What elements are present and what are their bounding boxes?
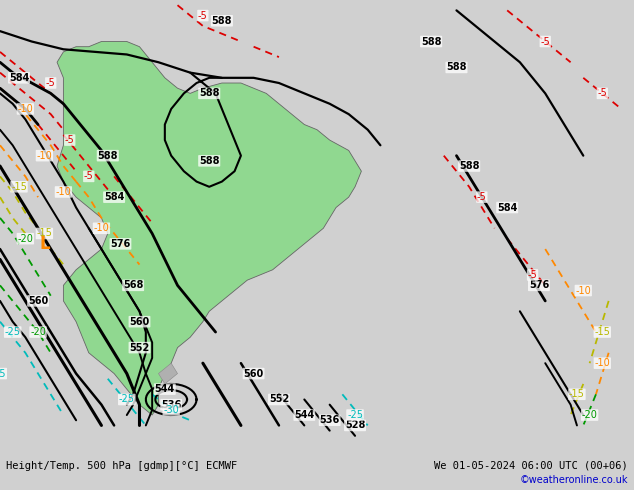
Text: 536: 536 <box>320 415 340 425</box>
Text: 568: 568 <box>123 280 143 291</box>
Text: 560: 560 <box>129 317 150 327</box>
Text: -5: -5 <box>527 270 538 280</box>
Text: 560: 560 <box>243 368 264 379</box>
Text: 588: 588 <box>446 62 467 73</box>
Text: 588: 588 <box>98 150 118 161</box>
Text: -30: -30 <box>164 405 179 415</box>
Text: -5: -5 <box>540 37 550 47</box>
Text: 588: 588 <box>459 161 479 171</box>
Text: 552: 552 <box>269 394 289 404</box>
Polygon shape <box>57 42 361 415</box>
Text: -15: -15 <box>11 182 27 192</box>
Text: -10: -10 <box>18 104 33 114</box>
Text: 588: 588 <box>199 88 219 98</box>
Text: -5: -5 <box>65 135 75 145</box>
Text: 544: 544 <box>155 384 175 394</box>
Text: -5: -5 <box>46 78 56 88</box>
Text: -20: -20 <box>581 410 598 420</box>
Text: 584: 584 <box>104 192 124 202</box>
Text: 584: 584 <box>9 73 29 83</box>
Text: 528: 528 <box>345 420 365 430</box>
Text: 588: 588 <box>212 16 232 26</box>
Text: Height/Temp. 500 hPa [gdmp][°C] ECMWF: Height/Temp. 500 hPa [gdmp][°C] ECMWF <box>6 461 238 470</box>
Text: -10: -10 <box>595 358 610 368</box>
Text: -5: -5 <box>477 192 487 202</box>
Text: 584: 584 <box>497 202 517 213</box>
Text: 576: 576 <box>110 239 131 249</box>
Text: We 01-05-2024 06:00 UTC (00+06): We 01-05-2024 06:00 UTC (00+06) <box>434 461 628 470</box>
Polygon shape <box>158 363 178 384</box>
Text: ©weatheronline.co.uk: ©weatheronline.co.uk <box>519 475 628 485</box>
Text: -15: -15 <box>594 327 611 337</box>
Text: 588: 588 <box>199 156 219 166</box>
Text: L: L <box>39 235 49 253</box>
Text: -5: -5 <box>597 88 607 98</box>
Text: -15: -15 <box>569 390 585 399</box>
Text: -25: -25 <box>347 410 363 420</box>
Text: -5: -5 <box>84 172 94 181</box>
Text: -10: -10 <box>37 150 52 161</box>
Text: -5: -5 <box>198 11 208 21</box>
Text: 25: 25 <box>0 368 6 379</box>
Text: 552: 552 <box>129 343 150 353</box>
Text: -20: -20 <box>30 327 46 337</box>
Text: -10: -10 <box>576 286 591 295</box>
Text: 536: 536 <box>161 400 181 410</box>
Text: -15: -15 <box>36 228 53 239</box>
Text: 576: 576 <box>529 280 549 291</box>
Text: -25: -25 <box>119 394 135 404</box>
Text: -10: -10 <box>94 223 109 233</box>
Text: -10: -10 <box>56 187 71 197</box>
Text: 544: 544 <box>294 410 314 420</box>
Text: 560: 560 <box>28 296 48 306</box>
Text: -25: -25 <box>4 327 21 337</box>
Text: 588: 588 <box>421 37 441 47</box>
Text: -20: -20 <box>17 234 34 244</box>
